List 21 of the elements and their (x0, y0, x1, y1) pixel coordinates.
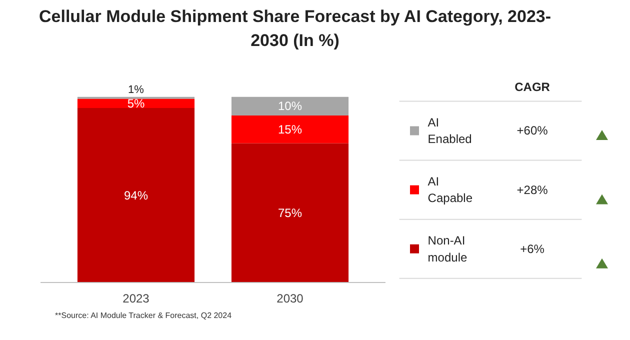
data-label: 75% (278, 206, 302, 220)
data-label: 5% (127, 96, 145, 110)
text: +60% (516, 124, 548, 138)
bar (231, 96, 349, 116)
x-tick-label: 2023 (122, 292, 150, 306)
bar (77, 98, 195, 108)
data-label: 15% (278, 122, 302, 136)
legend-label: AI Capable (428, 174, 473, 206)
bar (231, 115, 349, 144)
chart-title: Cellular Module Shipment Share Forecast by AI Category, 2023-2030 (In %) (38, 6, 552, 52)
x-tick-label: 2030 (276, 292, 304, 306)
text: CAGR (514, 80, 550, 94)
legend-label: AI Enabled (428, 115, 472, 146)
text: +6% (520, 242, 545, 256)
data-label: 1% (128, 84, 144, 96)
legend-label: Non-AI module (428, 233, 468, 264)
data-label: 94% (124, 188, 148, 202)
text: **Source: AI Module Tracker & Forecast, Q2 2024 (55, 310, 232, 322)
bar (231, 143, 349, 282)
text: +28% (516, 182, 548, 197)
data-label: 10% (278, 99, 302, 114)
